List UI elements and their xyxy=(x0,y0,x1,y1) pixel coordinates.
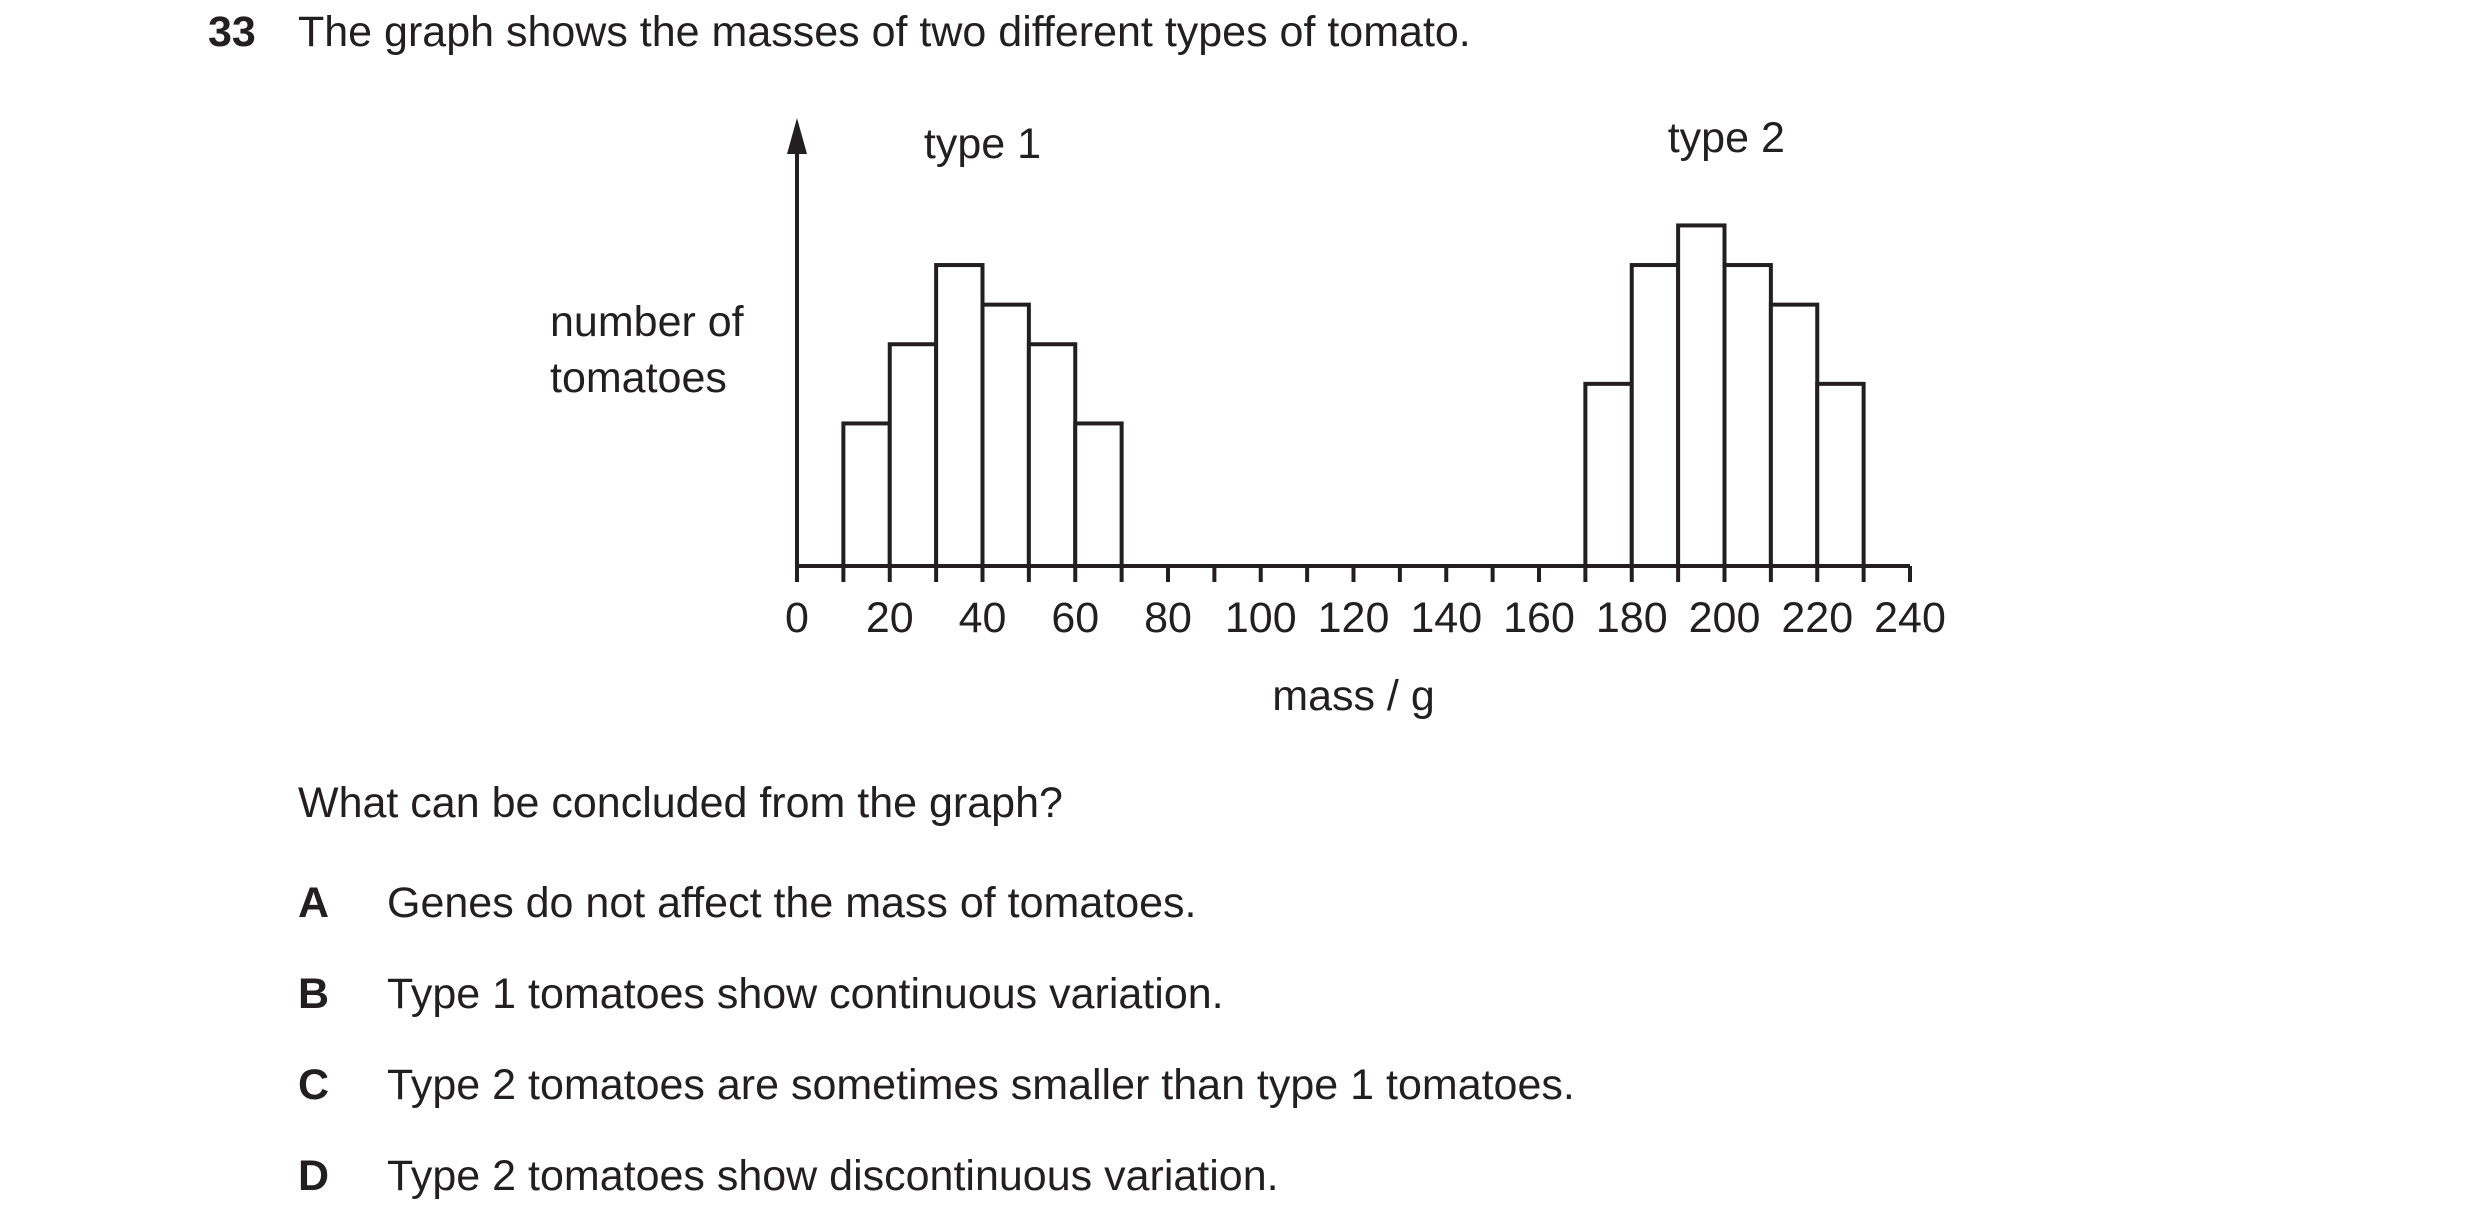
x-tick-label-60: 60 xyxy=(1051,594,1099,642)
question-prompt: What can be concluded from the graph? xyxy=(298,779,1063,827)
bar-series-1-1 xyxy=(841,421,892,568)
mass-histogram: 0 20 40 60 80 100 120 140 160 180 200 220 240 mass / … xyxy=(550,114,1946,720)
option-letter: C xyxy=(298,1061,330,1109)
x-tick-label-140: 140 xyxy=(1410,594,1482,642)
x-tick-label-120: 120 xyxy=(1318,594,1390,642)
x-tick-label-0: 0 xyxy=(785,594,809,642)
series-label-2: type 2 xyxy=(1668,114,1785,162)
option-letter: A xyxy=(298,879,330,927)
bar-series-2-1 xyxy=(1583,381,1634,568)
labels-layer: 0 20 40 60 80 100 120 140 160 180 200 220 240 mass / … xyxy=(550,114,1946,720)
series-label-1: type 1 xyxy=(924,120,1041,168)
bar-series-1-6 xyxy=(1073,421,1124,568)
option-b[interactable]: B Type 1 tomatoes show continuous variati… xyxy=(298,966,1224,1022)
bar-series-2-4 xyxy=(1722,263,1773,568)
option-text: Type 2 tomatoes are sometimes smaller th… xyxy=(387,1061,1575,1109)
x-tick-label-80: 80 xyxy=(1144,594,1192,642)
bar-series-2-2 xyxy=(1629,263,1681,568)
option-text: Genes do not affect the mass of tomatoes… xyxy=(387,879,1197,927)
bars-layer xyxy=(841,223,1866,568)
x-axis-label: mass / g xyxy=(1272,672,1435,720)
option-letter: D xyxy=(298,1152,330,1200)
series-1-bars xyxy=(841,263,1124,568)
ticks-layer xyxy=(795,566,1912,582)
x-tick-label-220: 220 xyxy=(1781,594,1853,642)
option-text: Type 1 tomatoes show continuous variatio… xyxy=(387,970,1224,1018)
question-text: The graph shows the masses of two differ… xyxy=(298,8,1471,56)
option-a[interactable]: A Genes do not affect the mass of tomatoe… xyxy=(298,875,1197,931)
bar-series-2-3 xyxy=(1676,223,1727,568)
option-text: Type 2 tomatoes show discontinuous varia… xyxy=(387,1152,1279,1200)
option-letter: B xyxy=(298,970,330,1018)
option-d[interactable]: D Type 2 tomatoes show discontinuous vari… xyxy=(298,1148,1279,1204)
x-tick-label-40: 40 xyxy=(959,594,1007,642)
x-tick-label-240: 240 xyxy=(1874,594,1946,642)
bar-series-1-3 xyxy=(934,263,985,568)
option-c[interactable]: C Type 2 tomatoes are sometimes smaller t… xyxy=(298,1057,1575,1113)
y-axis-label: number of tomatoes xyxy=(550,298,745,402)
bar-series-1-5 xyxy=(1026,342,1078,568)
bar-series-2-5 xyxy=(1768,302,1820,568)
y-axis-arrow-icon xyxy=(787,118,807,154)
x-tick-label-20: 20 xyxy=(866,594,914,642)
x-tick-label-160: 160 xyxy=(1503,594,1575,642)
bar-series-1-2 xyxy=(887,342,939,568)
x-tick-label-200: 200 xyxy=(1689,594,1761,642)
x-tick-label-180: 180 xyxy=(1596,594,1668,642)
bar-series-1-4 xyxy=(980,302,1031,568)
x-tick-label-100: 100 xyxy=(1225,594,1297,642)
series-2-bars xyxy=(1583,223,1866,568)
question-number: 33 xyxy=(208,8,256,56)
bar-series-2-6 xyxy=(1815,381,1866,568)
